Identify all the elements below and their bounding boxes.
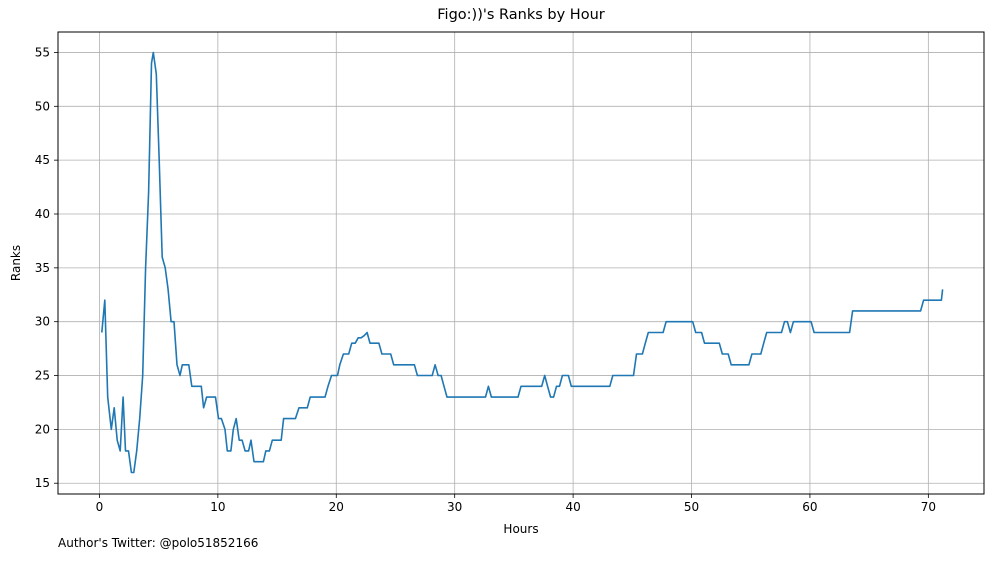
- x-axis-label: Hours: [503, 522, 538, 536]
- y-tick-label: 15: [35, 476, 50, 490]
- series-line-0: [101, 51, 944, 474]
- y-axis-label: Ranks: [9, 245, 23, 281]
- x-tick-label: 30: [447, 500, 462, 514]
- plot-frame: [57, 31, 985, 495]
- y-tick-label: 30: [35, 315, 50, 329]
- chart-title: Figo:))'s Ranks by Hour: [437, 7, 604, 23]
- x-tick-label: 40: [565, 500, 580, 514]
- x-tick-label: 0: [96, 500, 104, 514]
- grid: [58, 32, 984, 494]
- y-tick-label: 45: [35, 153, 50, 167]
- author-footnote: Author's Twitter: @polo51852166: [58, 536, 259, 550]
- y-tick-label: 50: [35, 99, 50, 113]
- x-tick-label: 10: [210, 500, 225, 514]
- y-tick-label: 35: [35, 261, 50, 275]
- x-tick-label: 50: [684, 500, 699, 514]
- x-tick-label: 60: [802, 500, 817, 514]
- y-tick-label: 25: [35, 369, 50, 383]
- x-tick-label: 70: [921, 500, 936, 514]
- y-tick-label: 55: [35, 45, 50, 59]
- y-tick-label: 40: [35, 207, 50, 221]
- x-tick-label: 20: [329, 500, 344, 514]
- series-layer: [101, 51, 944, 474]
- y-axis-ticks: 15 20 25 30 35 40 45 50 55: [35, 45, 58, 490]
- x-axis-ticks: 0 10 20 30 40 50 60 70: [96, 494, 936, 514]
- y-tick-label: 20: [35, 422, 50, 436]
